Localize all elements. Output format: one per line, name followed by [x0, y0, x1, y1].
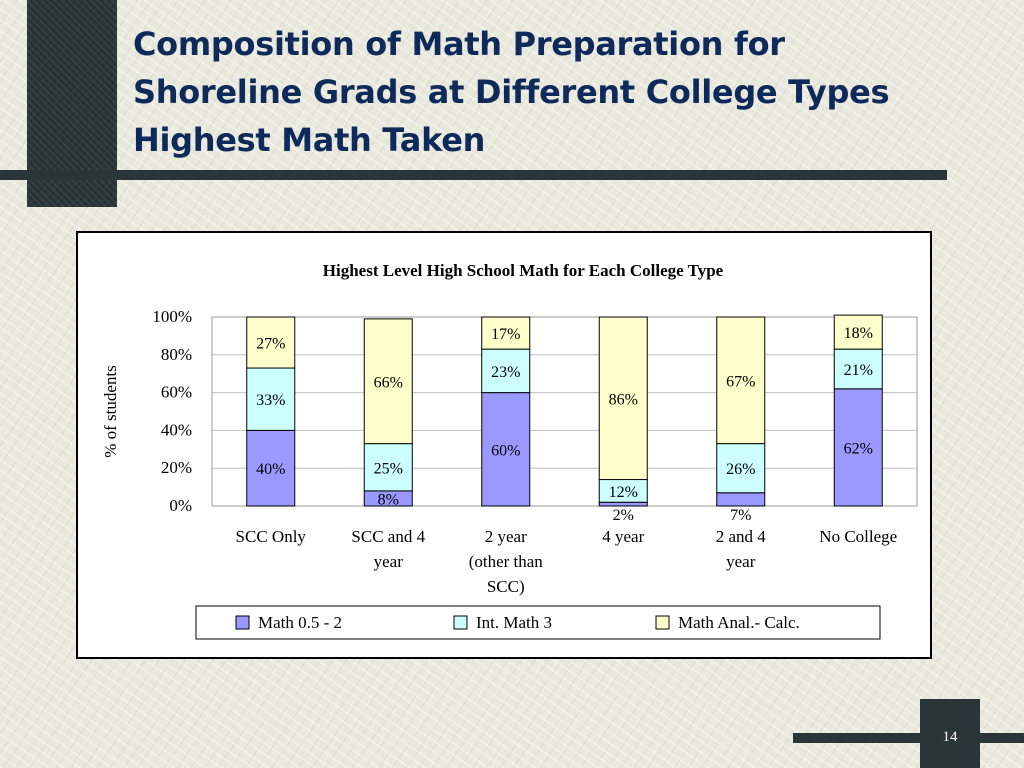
data-label: 17% [491, 326, 520, 343]
data-label: 7% [730, 507, 751, 524]
data-label: 21% [844, 362, 873, 379]
bar-2 [363, 443, 413, 492]
bar-3 [833, 314, 883, 350]
y-tick-label: 100% [152, 307, 192, 326]
data-label: 25% [374, 460, 403, 477]
y-axis-label: % of students [101, 365, 120, 458]
bar-1 [716, 492, 766, 507]
legend-swatch [453, 615, 468, 630]
plot-border [211, 316, 918, 507]
legend-label: Math Anal.- Calc. [678, 613, 800, 632]
data-label: 86% [609, 391, 638, 408]
data-label: 40% [256, 461, 285, 478]
legend-label: Math 0.5 - 2 [258, 613, 342, 632]
chart-title: Highest Level High School Math for Each … [323, 261, 724, 280]
x-tick-label: 2 year [485, 527, 527, 546]
data-label: 8% [378, 491, 399, 508]
data-label: 18% [844, 325, 873, 342]
y-tick-label: 0% [169, 496, 192, 515]
x-tick-label: 2 and 4 [716, 527, 767, 546]
x-tick-label: (other than [469, 552, 544, 571]
slide-title-line-1: Composition of Math Preparation for [133, 25, 785, 63]
y-tick-label: 40% [161, 420, 192, 439]
data-label: 66% [374, 374, 403, 391]
bar-3 [716, 316, 766, 445]
x-tick-label: 4 year [602, 527, 644, 546]
data-label: 62% [844, 440, 873, 457]
page-number-box: 14 [920, 699, 980, 768]
legend-label: Int. Math 3 [476, 613, 552, 632]
bar-3 [246, 316, 296, 369]
x-tick-label: year [374, 552, 404, 571]
x-tick-label: SCC Only [236, 527, 307, 546]
plot-area [212, 317, 917, 506]
data-label: 26% [726, 461, 755, 478]
footer-rule [793, 733, 1024, 743]
y-tick-label: 20% [161, 458, 192, 477]
legend-box [195, 605, 881, 640]
data-label: 2% [613, 507, 634, 524]
bar-3 [481, 316, 531, 350]
data-label: 12% [609, 484, 638, 501]
bar-2 [716, 443, 766, 494]
bar-3 [363, 318, 413, 445]
data-label: 60% [491, 442, 520, 459]
x-tick-label: No College [819, 527, 897, 546]
bar-2 [246, 367, 296, 431]
chart-frame: Highest Level High School Math for Each … [76, 231, 932, 659]
stacked-bar-chart: Highest Level High School Math for Each … [101, 261, 918, 640]
y-tick-label: 80% [161, 345, 192, 364]
page-number: 14 [942, 729, 958, 745]
data-label: 23% [491, 364, 520, 381]
x-tick-label: SCC and 4 [351, 527, 425, 546]
x-tick-label: year [726, 552, 756, 571]
y-tick-label: 60% [161, 383, 192, 402]
bar-1 [833, 388, 883, 507]
data-label: 33% [256, 392, 285, 409]
x-tick-label: SCC) [487, 577, 525, 596]
slide-title-line-2: Shoreline Grads at Different College Typ… [133, 73, 890, 111]
bar-1 [598, 501, 648, 507]
legend-swatch [235, 615, 250, 630]
bar-1 [246, 429, 296, 507]
bar-2 [833, 348, 883, 390]
slide-title-line-3: Highest Math Taken [133, 121, 486, 159]
title-rule [0, 170, 947, 180]
data-label: 67% [726, 373, 755, 390]
data-label: 27% [256, 336, 285, 353]
legend-swatch [655, 615, 670, 630]
bar-3 [598, 316, 648, 481]
slide-title: Composition of Math Preparation for Shor… [133, 20, 1013, 164]
